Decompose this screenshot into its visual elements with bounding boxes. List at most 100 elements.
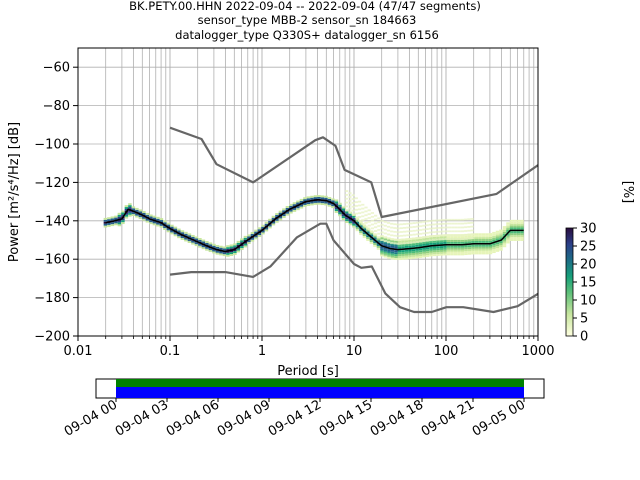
heatmap-cell [341,208,346,211]
heatmap-cell-faint [467,237,471,240]
heatmap-cell-faint [454,234,458,237]
heatmap-cell-faint [357,200,362,203]
heatmap-cell-faint [412,222,416,225]
heatmap-cell [243,243,248,246]
heatmap-cell [310,201,314,204]
heatmap-cell [282,210,286,213]
heatmap-cell [240,246,244,248]
heatmap-cell [261,232,265,235]
heatmap-cell [366,235,370,238]
heatmap-cell [198,238,202,240]
heatmap-cell [429,248,433,251]
heatmap-cell [394,246,398,249]
heatmap-cell [499,241,503,244]
heatmap-cell [142,216,146,219]
heatmap-cell [492,251,496,254]
heatmap-cell [110,222,115,225]
heatmap-cell-faint [447,222,452,225]
heatmap-cell [380,237,384,240]
heatmap-cell-faint [444,218,448,221]
heatmap-cell-faint [409,222,413,225]
heatmap-cell [149,220,153,223]
heatmap-cell [397,252,402,255]
heatmap-cell-faint [386,241,391,244]
heatmap-cell [282,216,286,218]
heatmap-cell [390,255,395,258]
heatmap-cell [387,239,391,242]
heatmap-cell [317,200,321,203]
heatmap-cell [163,228,167,230]
heatmap-cell [467,239,472,242]
heatmap-cell [401,255,405,258]
heatmap-cell [233,245,237,248]
heatmap-cell [401,257,405,260]
heatmap-cell [145,214,150,217]
heatmap-cell [212,251,216,254]
plot-area: 0.01 0.1 1 10 100 1000 −60 −80 −100 −120 −140 −160… [34,47,555,359]
y-axis-label: Power [m²/s⁴/Hz] [dB] [7,122,22,262]
heatmap-cell [439,251,444,254]
heatmap-cell [341,218,346,221]
heatmap-cell-faint [402,223,407,225]
heatmap-cell [457,245,461,248]
heatmap-cell [443,245,447,248]
heatmap-cell [352,221,356,224]
heatmap-cell-faint [422,232,426,235]
heatmap-cell-faint [428,239,432,242]
heatmap-cell [485,240,489,243]
heatmap-cell [359,223,363,226]
heatmap-cell [156,224,160,227]
heatmap-cell [429,246,433,249]
heatmap-cell-faint [364,206,368,209]
heatmap-cell [149,214,153,217]
heatmap-cell [495,230,500,233]
heatmap-cell [474,250,479,253]
heatmap-cell-faint [367,220,371,223]
heatmap-cell-faint [422,220,426,223]
heatmap-cell [457,249,461,252]
heatmap-cell [495,232,500,235]
heatmap-cell-faint [428,231,432,234]
heatmap-cell [422,253,426,256]
heatmap-cell [397,256,402,259]
heatmap-cell-faint [345,190,349,192]
heatmap-cell [352,215,356,218]
heatmap-cell-faint [402,230,407,233]
heatmap-cell-faint [364,218,368,220]
heatmap-cell [478,233,482,236]
heatmap-cell [443,241,447,244]
heatmap-cell [474,246,479,249]
heatmap-cell [457,247,461,250]
heatmap-cell [380,246,384,249]
heatmap-cell [509,239,514,241]
plot-background [78,48,538,336]
heatmap-cell [173,234,178,237]
heatmap-cell [418,248,423,251]
heatmap-cell [411,251,416,254]
heatmap-cell [425,255,430,257]
heatmap-cell [415,254,419,257]
heatmap-cell [390,244,395,247]
heatmap-cell [474,239,479,241]
heatmap-cell [394,240,398,243]
heatmap-cell-faint [351,198,355,200]
heatmap-cell [240,247,244,250]
heatmap-cell [485,252,489,255]
heatmap-cell [418,252,423,255]
heatmap-cell [236,244,241,247]
heatmap-cell [292,202,297,205]
heatmap-cell [149,222,153,225]
heatmap-cell [411,239,416,242]
heatmap-cell [513,219,517,222]
heatmap-cell [107,219,111,222]
heatmap-cell [355,229,360,232]
heatmap-cell-faint [390,230,394,233]
heatmap-cell [376,247,381,250]
heatmap-cell-faint [402,226,407,229]
heatmap-cell [191,236,195,239]
heatmap-cell [502,226,507,229]
heatmap-cell [478,239,482,241]
heatmap-cell [509,231,514,234]
heatmap-cell [187,235,192,238]
heatmap-cell-faint [428,223,432,226]
